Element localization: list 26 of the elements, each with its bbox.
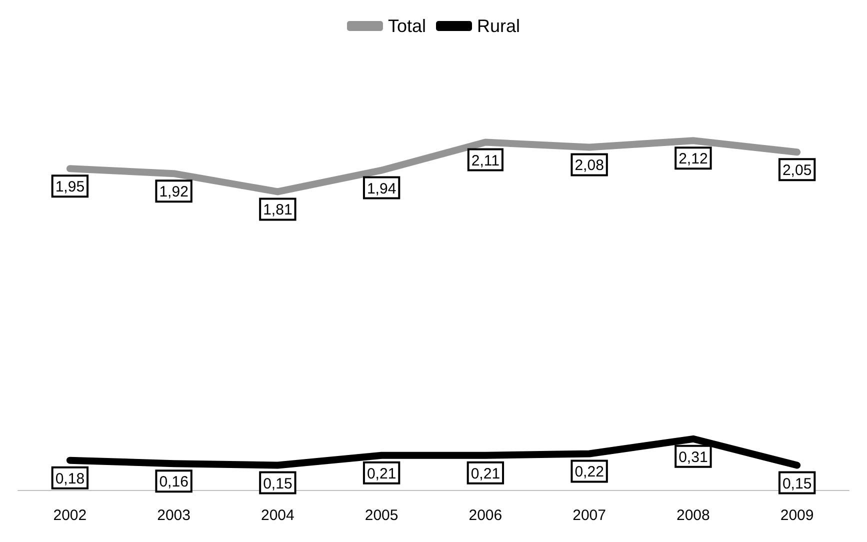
data-label: 0,15 <box>782 475 812 492</box>
data-label: 0,21 <box>366 465 396 482</box>
data-label: 1,95 <box>55 178 85 196</box>
data-label: 0,21 <box>470 465 500 482</box>
data-label: 1,92 <box>159 184 188 201</box>
x-tick-label: 2006 <box>468 507 502 524</box>
x-tick-label: 2008 <box>676 507 710 524</box>
data-label: 0,16 <box>159 474 188 491</box>
legend-label: Rural <box>477 16 520 36</box>
x-tick-label: 2009 <box>780 507 814 524</box>
data-label: 0,22 <box>574 464 604 481</box>
x-tick-label: 2003 <box>157 507 190 524</box>
x-tick-label: 2002 <box>53 507 87 524</box>
x-tick-label: 2004 <box>261 507 294 524</box>
data-label: 1,94 <box>366 180 396 198</box>
data-label: 0,15 <box>263 475 292 492</box>
x-tick-label: 2007 <box>572 507 606 524</box>
data-label: 2,12 <box>678 150 708 168</box>
data-label: 2,05 <box>782 162 812 180</box>
data-label: 0,18 <box>55 470 85 488</box>
x-tick-label: 2005 <box>364 507 398 524</box>
data-label: 1,81 <box>263 202 292 219</box>
data-label: 2,08 <box>574 157 604 174</box>
data-label: 0,31 <box>678 448 708 466</box>
data-label: 2,11 <box>471 152 500 170</box>
legend-label: Total <box>388 16 426 36</box>
